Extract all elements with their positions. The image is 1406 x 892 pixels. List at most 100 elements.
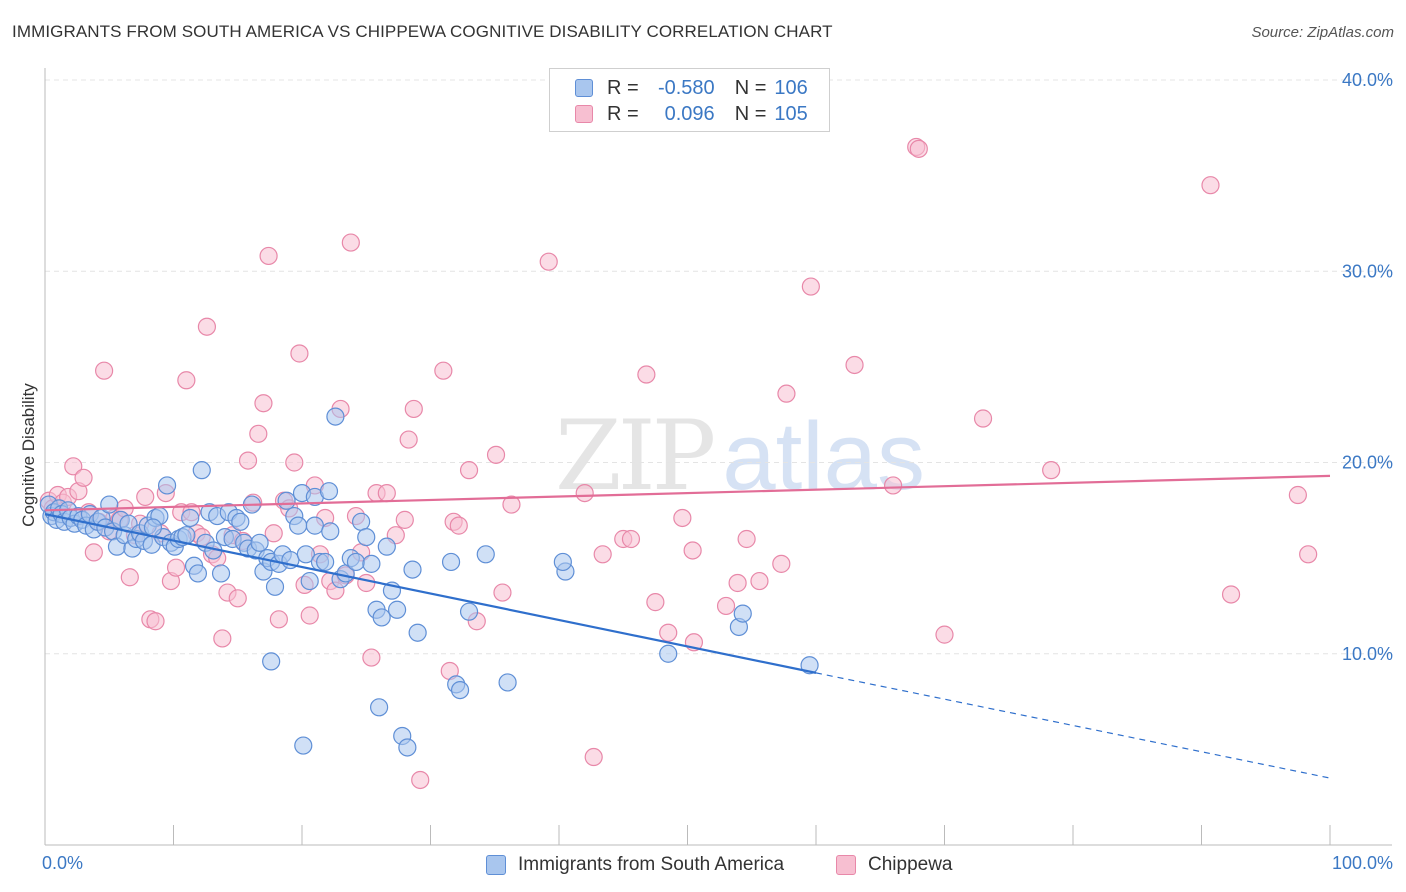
immigrants-point xyxy=(450,680,470,700)
chippewa-point xyxy=(1288,485,1307,505)
chippewa-point xyxy=(750,571,769,591)
x-tick-label-max: 100.0% xyxy=(1332,853,1393,873)
legend-n-value: 105 xyxy=(774,102,808,125)
immigrants-point xyxy=(321,522,340,541)
chippewa-point xyxy=(502,495,521,514)
chippewa-point xyxy=(146,612,165,631)
immigrants-point xyxy=(100,495,119,514)
source-label: Source: ZipAtlas.com xyxy=(1251,24,1394,41)
legend-swatch-blue xyxy=(575,79,593,97)
y-tick-label: 40.0% xyxy=(1342,70,1393,90)
chippewa-point xyxy=(434,361,453,380)
chippewa-point xyxy=(228,589,247,608)
immigrants-point xyxy=(294,736,313,755)
chippewa-point xyxy=(166,558,186,577)
bottom-legend-immigrants: Immigrants from South America xyxy=(486,852,784,878)
chippewa-point xyxy=(64,457,83,476)
immigrants-point xyxy=(387,600,407,619)
legend-swatch-pink xyxy=(575,105,593,123)
chippewa-point xyxy=(728,573,747,593)
chippewa-point xyxy=(213,629,232,648)
immigrants-point xyxy=(326,407,345,426)
y-tick-label: 30.0% xyxy=(1342,261,1393,281)
chippewa-point xyxy=(459,461,479,480)
chippewa-point xyxy=(1042,461,1061,480)
chippewa-point xyxy=(177,371,196,390)
y-tick-label: 20.0% xyxy=(1342,453,1393,473)
chippewa-trend-line xyxy=(44,474,1331,512)
axis-layer xyxy=(44,68,1392,846)
tick-labels: 10.0% 20.0% 30.0% 40.0% 0.0% 100.0% Cognitive … xyxy=(19,70,1393,873)
immigrants-point xyxy=(357,527,376,547)
legend-r-value: -0.580 xyxy=(657,76,715,99)
legend-n-label: N = xyxy=(734,102,767,125)
chippewa-point xyxy=(637,365,656,384)
immigrants-point xyxy=(403,560,422,579)
chippewa-point xyxy=(357,573,376,593)
immigrants-point xyxy=(377,537,396,556)
bottom-legend-chippewa: Chippewa xyxy=(836,852,953,878)
chippewa-point xyxy=(973,409,993,428)
chippewa-point xyxy=(399,430,418,449)
chippewa-point xyxy=(737,529,756,549)
chippewa-point xyxy=(449,516,468,535)
chippewa-point xyxy=(249,424,268,443)
immigrants-point xyxy=(265,577,285,596)
y-axis-label: Cognitive Disability xyxy=(19,383,38,527)
chippewa-point xyxy=(259,246,278,266)
immigrants-point xyxy=(305,516,324,535)
chippewa-point xyxy=(935,625,954,644)
immigrants-point xyxy=(408,623,427,642)
immigrants-point xyxy=(316,552,335,572)
immigrants-point xyxy=(319,482,339,501)
chippewa-point xyxy=(777,384,796,403)
chippewa-point xyxy=(539,252,558,271)
immigrants-point xyxy=(372,608,391,627)
immigrants-point xyxy=(143,518,163,537)
immigrants-point xyxy=(188,564,208,583)
immigrants-trend-extension xyxy=(815,672,1331,779)
chippewa-point xyxy=(136,487,155,507)
immigrants-point xyxy=(211,564,231,583)
legend-r-label: R = xyxy=(607,76,639,99)
chippewa-point xyxy=(772,554,791,573)
chippewa-point xyxy=(395,510,414,529)
bottom-legend-swatch-blue xyxy=(486,855,506,875)
immigrants-point xyxy=(346,552,366,572)
immigrants-points xyxy=(39,407,819,757)
chippewa-point xyxy=(362,648,381,667)
immigrants-point xyxy=(262,652,281,671)
chippewa-point xyxy=(120,568,139,587)
chippewa-point xyxy=(377,484,396,503)
immigrants-point xyxy=(352,512,371,531)
legend-n-label: N = xyxy=(734,76,767,99)
chippewa-point xyxy=(659,623,678,642)
chippewa-point xyxy=(575,484,594,503)
chippewa-point xyxy=(411,770,430,790)
chippewa-point xyxy=(801,277,820,296)
immigrants-point xyxy=(441,552,461,572)
legend-r-value: 0.096 xyxy=(664,102,715,125)
chippewa-point xyxy=(84,543,103,562)
chippewa-point xyxy=(285,453,304,472)
chippewa-point xyxy=(74,468,93,487)
chippewa-point xyxy=(264,524,283,543)
immigrants-point xyxy=(231,512,250,531)
bottom-legend-label: Chippewa xyxy=(868,854,953,875)
immigrants-point xyxy=(277,491,296,510)
chippewa-point xyxy=(716,596,736,616)
chippewa-point xyxy=(486,445,506,464)
immigrants-point xyxy=(459,602,479,621)
chippewa-point xyxy=(269,610,288,629)
immigrants-trend-line xyxy=(44,513,817,674)
chippewa-point xyxy=(1201,176,1220,195)
legend-n-value: 106 xyxy=(774,76,808,99)
legend: R = -0.580 N = 106 R = 0.096 N = 105 xyxy=(549,68,830,132)
y-tick-label: 10.0% xyxy=(1342,644,1393,664)
immigrants-point xyxy=(362,554,381,573)
chippewa-point xyxy=(300,606,319,625)
immigrants-point xyxy=(157,476,177,495)
bottom-legend-label: Immigrants from South America xyxy=(518,854,785,875)
chippewa-point xyxy=(493,583,512,602)
immigrants-point xyxy=(733,604,752,623)
